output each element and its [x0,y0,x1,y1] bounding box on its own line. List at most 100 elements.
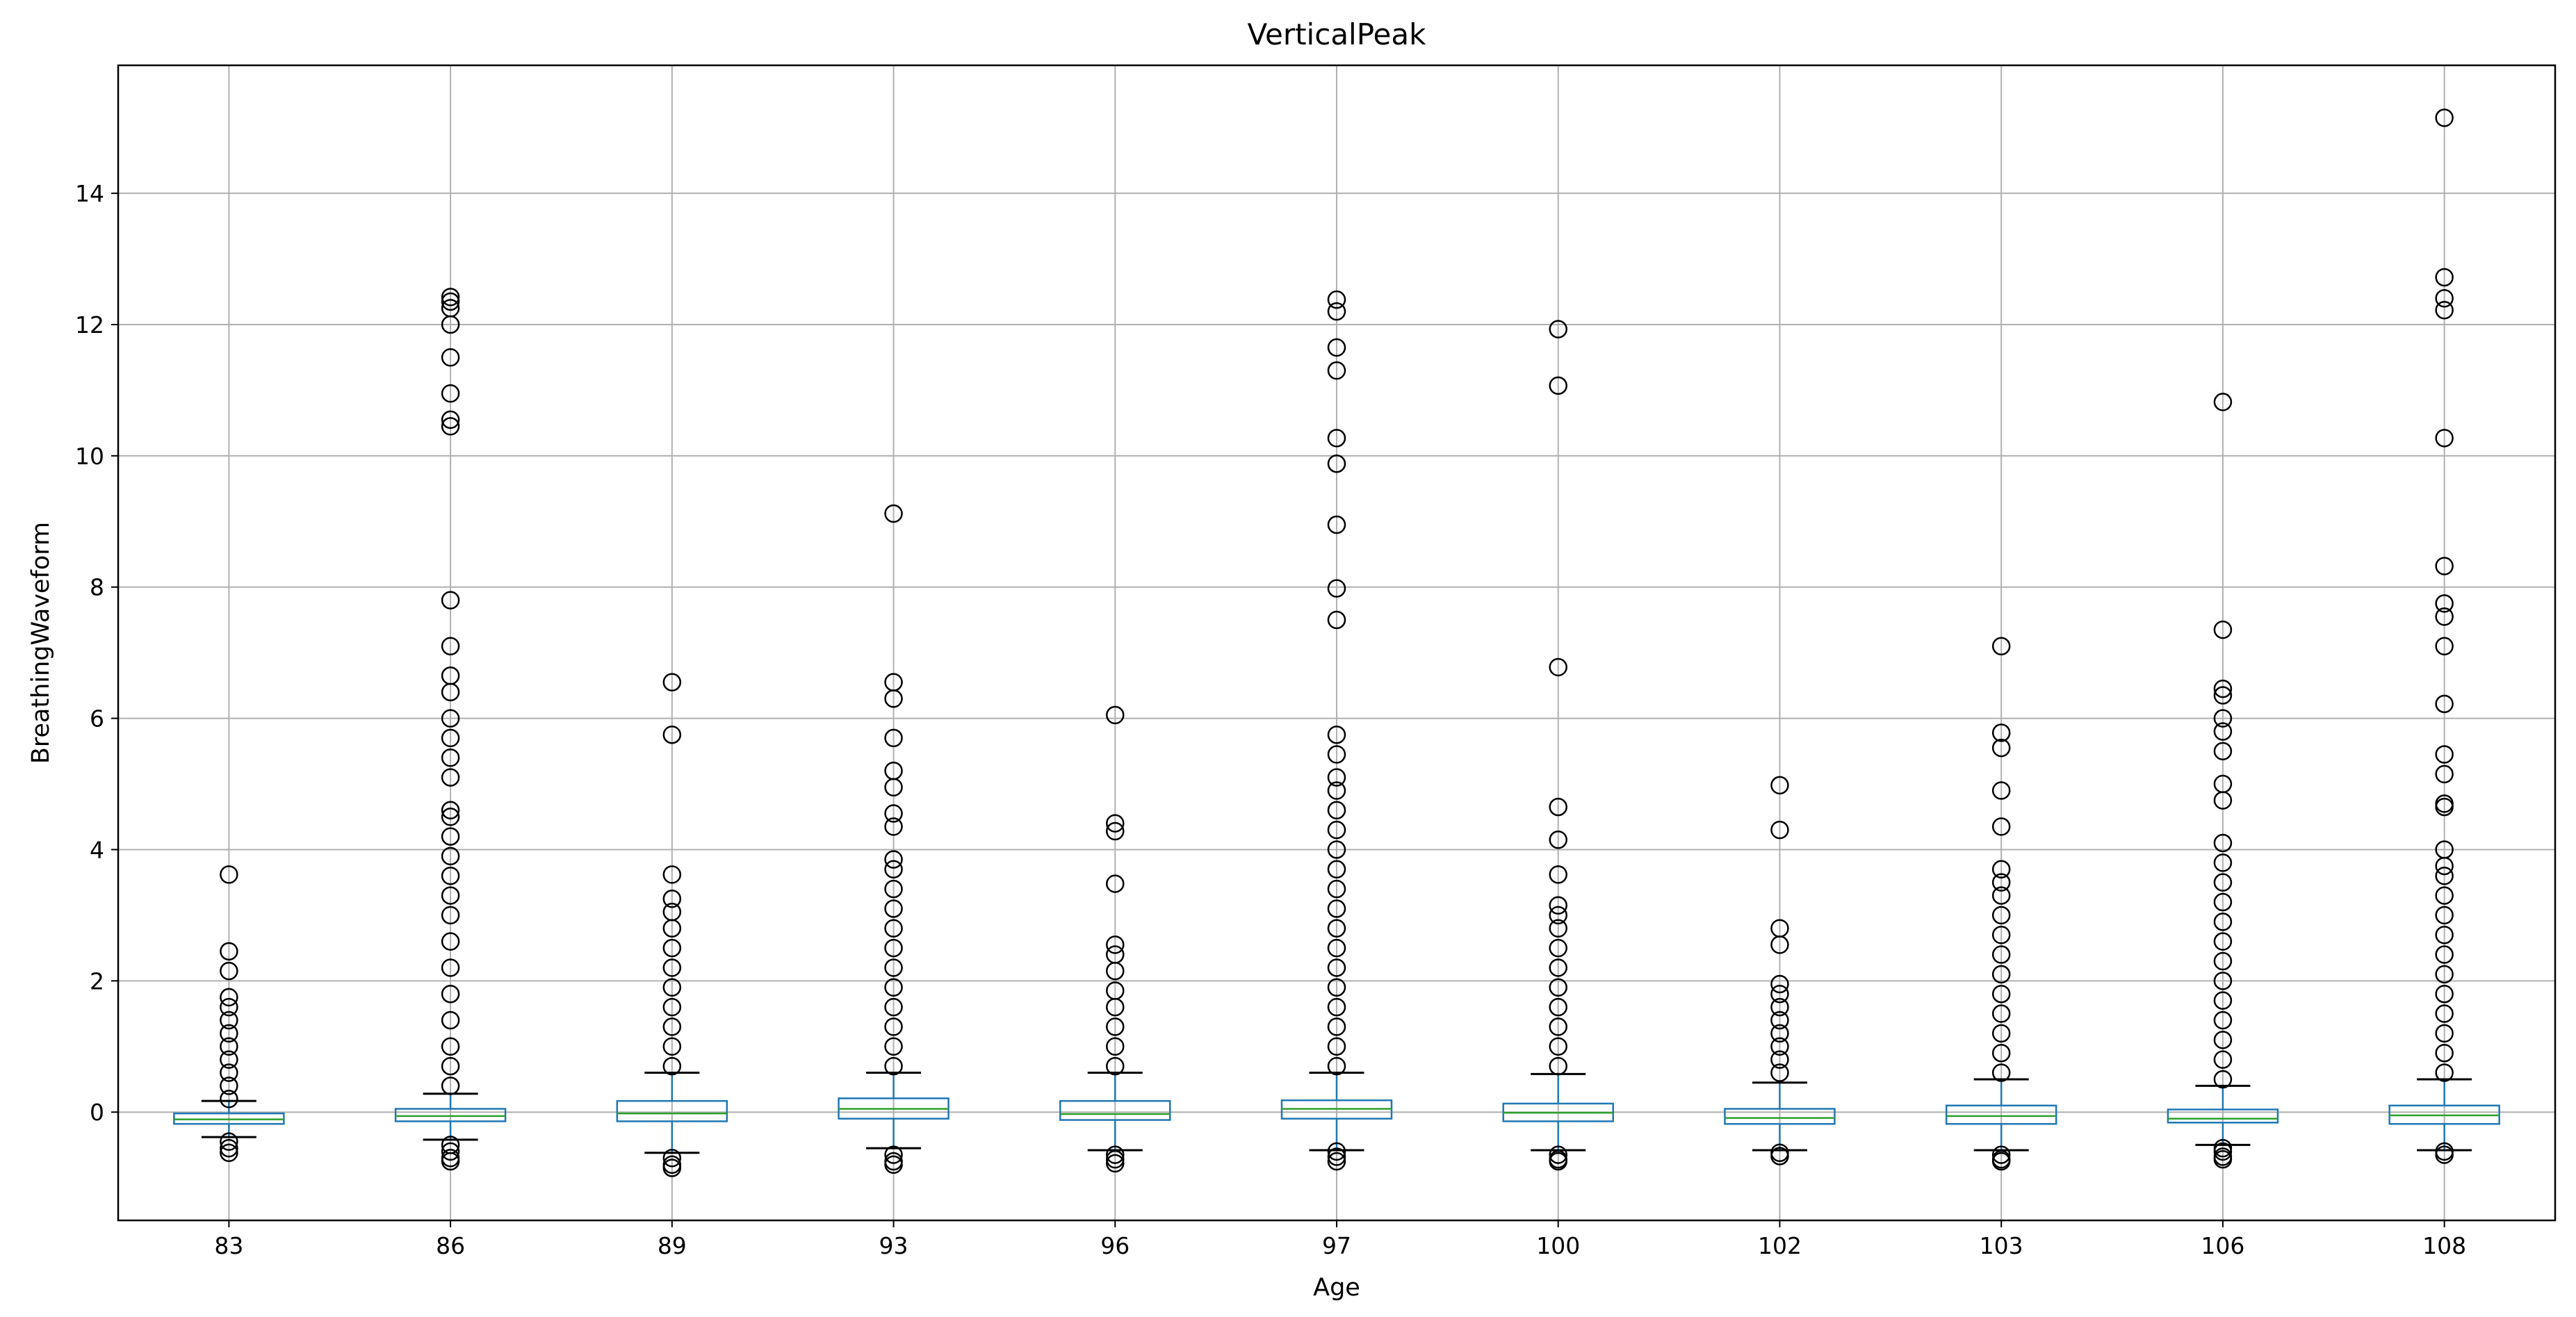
outlier-point [2435,945,2454,964]
outlier-point [220,1090,238,1109]
outlier-point [220,1024,238,1043]
outlier-point [2213,1050,2233,1069]
outlier-point [220,1132,238,1151]
outlier-point [2435,906,2454,925]
outlier-point [441,1056,460,1076]
outlier-point [441,1011,460,1030]
outlier-point [1327,978,1346,997]
box-86 [394,288,507,1171]
outlier-point [1327,1142,1346,1161]
outlier-point [2435,637,2454,655]
outlier-point [1327,725,1346,744]
outlier-point [1106,814,1125,833]
x-tick-label: 83 [214,1232,243,1259]
outlier-point [441,1152,460,1171]
outlier-point [441,801,460,820]
outlier-point [2435,108,2454,127]
box-97 [1280,290,1393,1171]
outlier-point [220,1037,238,1056]
outlier-point [1991,886,2011,905]
x-tick-label: 106 [2201,1232,2244,1259]
outlier-point [1327,454,1346,473]
outlier-point [884,504,903,523]
outlier-point [1549,1145,1567,1164]
outlier-point [441,866,460,885]
outlier-point [662,865,682,884]
outlier-point [2213,932,2233,951]
box-series [173,108,2500,1177]
outlier-point [884,899,903,918]
outlier-point [1770,1037,1789,1056]
outlier-point [441,728,460,748]
outlier-point [2435,429,2454,448]
iqr-box [616,1099,728,1122]
outlier-point [1991,945,2011,964]
outlier-point [220,1011,238,1030]
outlier-point [441,958,460,977]
outlier-point [662,938,682,958]
outlier-point [1327,820,1346,840]
outlier-point [220,1063,238,1082]
outlier-point [1327,1056,1346,1076]
outlier-point [1549,896,1567,915]
x-axis-label: Age [1313,1274,1360,1302]
outlier-point [441,384,460,403]
outlier-point [220,1077,238,1095]
outlier-point [2213,873,2233,892]
outlier-point [1991,637,2011,655]
outlier-point [2213,853,2233,872]
outlier-point [441,749,460,767]
box-100 [1502,320,1614,1171]
outlier-point [1549,938,1567,958]
outlier-point [2213,742,2233,761]
outlier-point [1106,1056,1125,1076]
outlier-point [1549,919,1567,938]
outlier-point [1770,1050,1789,1069]
outlier-point [1991,1145,2011,1164]
outlier-point [1106,1154,1125,1173]
outlier-point [2435,694,2454,714]
outlier-point [2435,886,2454,905]
x-tick-label: 102 [1758,1232,1802,1259]
outlier-point [2435,984,2454,1004]
outlier-point [2435,1145,2454,1164]
outlier-point [1991,738,2011,758]
outlier-point [1549,1037,1567,1056]
outlier-point [1991,906,2011,925]
outlier-point [662,673,682,692]
y-tick-label: 2 [90,967,104,995]
outlier-point [220,1138,238,1158]
axis-ticks: 0 2 4 6 8 10 12 14 83 86 89 93 96 97 100 102 103 106 108 [75,180,2466,1259]
outlier-point [662,1149,682,1168]
outlier-point [2213,620,2233,639]
y-tick-label: 14 [75,180,104,207]
x-tick-label: 103 [1980,1232,2023,1259]
box-89 [616,673,728,1177]
outlier-point [1106,1150,1125,1169]
outlier-point [2213,1031,2233,1049]
outlier-point [441,807,460,826]
outlier-point [441,984,460,1004]
outlier-point [220,997,238,1017]
outlier-point [1106,821,1125,841]
outlier-point [441,1077,460,1095]
outlier-point [1991,984,2011,1004]
outlier-point [2435,557,2454,575]
outlier-point [1991,1043,2011,1063]
outlier-point [1327,1147,1346,1166]
outlier-point [2435,607,2454,626]
outlier-point [1106,874,1125,893]
outlier-point [1991,925,2011,944]
grid-lines [118,65,2555,1220]
outlier-point [1991,817,2011,836]
iqr-box [1945,1104,2057,1125]
outlier-point [1770,997,1789,1017]
outlier-point [441,827,460,846]
outlier-point [884,879,903,899]
outlier-point [2213,393,2233,411]
box-103 [1945,637,2057,1171]
outlier-point [1327,860,1346,879]
box-96 [1059,705,1171,1173]
outlier-point [441,347,460,367]
outlier-point [1549,1017,1567,1036]
